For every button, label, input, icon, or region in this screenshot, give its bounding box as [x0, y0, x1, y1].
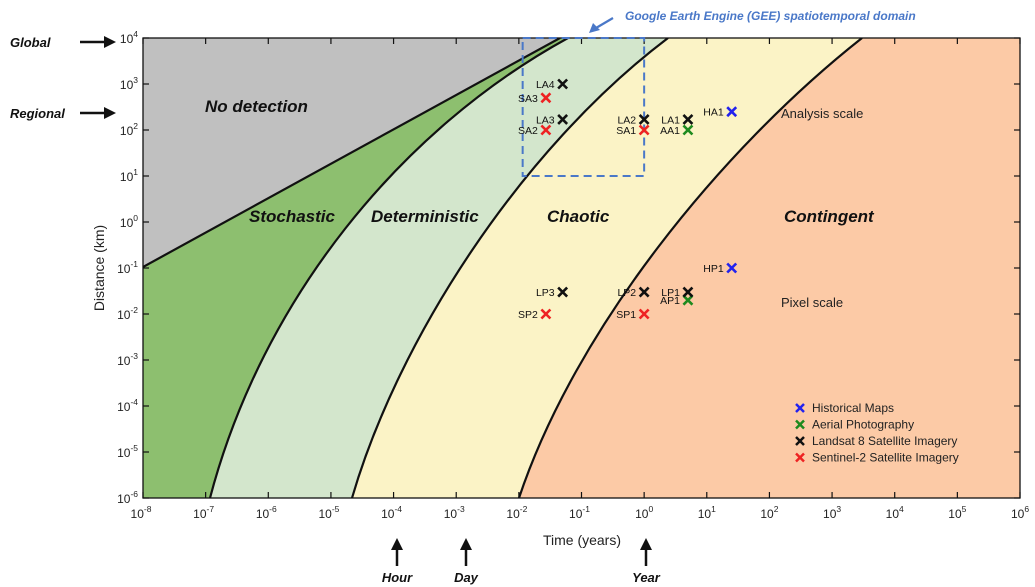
y-tick-label: 10-4 — [117, 397, 138, 414]
x-tick-label: 103 — [823, 504, 841, 521]
y-tick-label: 10-2 — [117, 305, 138, 322]
gee-domain-box — [521, 37, 646, 177]
x-tick-label: 106 — [1011, 504, 1029, 521]
point-lp2: LP2 — [617, 286, 650, 299]
y-tick-label: 102 — [120, 121, 138, 138]
x-tick-label: 10-8 — [131, 504, 152, 521]
analysis-scale-label: Analysis scale — [781, 106, 863, 121]
y-tick-label: 10-1 — [117, 259, 138, 276]
y-tick-label: 10-6 — [117, 489, 138, 506]
x-tick-label: 10-7 — [193, 504, 214, 521]
point-la3: LA3 — [536, 113, 569, 126]
point-ap1: AP1 — [660, 294, 694, 307]
y-tick-label: 100 — [120, 213, 138, 230]
y-tick-label: 10-3 — [117, 351, 138, 368]
pixel-scale-label: Pixel scale — [781, 295, 843, 310]
y-tick-label: 10-5 — [117, 443, 138, 460]
point-label: LA1 — [661, 114, 680, 126]
x-axis-label: Time (years) — [543, 532, 621, 548]
point-label: SA1 — [616, 125, 636, 137]
boundary-line-1 — [143, 38, 561, 268]
legend-item: Aerial Photography — [795, 418, 914, 432]
label-contingent: Contingent — [784, 207, 875, 226]
boundary-line-4 — [517, 38, 863, 498]
x-tick-label: 100 — [635, 504, 653, 521]
x-tick-label: 105 — [948, 504, 966, 521]
day-marker: Day — [454, 538, 479, 585]
point-sa3: SA3 — [518, 92, 552, 105]
point-label: LP2 — [617, 287, 636, 299]
gee-domain-label: Google Earth Engine (GEE) spatiotemporal… — [625, 9, 916, 23]
y-axis-label: Distance (km) — [91, 225, 107, 311]
point-label: AA1 — [660, 125, 680, 137]
regional-marker-label: Regional — [10, 106, 65, 121]
x-tick-label: 10-6 — [256, 504, 277, 521]
point-label: HA1 — [703, 107, 724, 119]
legend-item: Landsat 8 Satellite Imagery — [795, 434, 957, 448]
point-label: LA4 — [536, 79, 555, 91]
point-label: LP1 — [661, 287, 680, 299]
point-sp2: SP2 — [518, 308, 552, 321]
x-tick-label: 10-2 — [506, 504, 527, 521]
boundary-line-3 — [350, 38, 669, 498]
y-tick-label: 104 — [120, 29, 138, 46]
legend-label: Historical Maps — [812, 401, 894, 415]
x-tick-label: 101 — [698, 504, 716, 521]
point-la2: LA2 — [617, 113, 650, 126]
boundary-line-2 — [208, 38, 569, 498]
x-tick-label: 102 — [760, 504, 778, 521]
point-label: SP1 — [616, 309, 636, 321]
axis-ticks: 10-8 10-7 10-6 10-5 10-4 10-3 10-2 10-1 100 101 10… — [117, 29, 1029, 521]
data-points: HA1 HP1 AA1 AP1 LA4 LA3 LA2 LA1 LP3 LP2 LP1 SA3 SA2 S… — [518, 78, 738, 321]
regime-boundaries — [143, 38, 863, 498]
label-no-detection: No detection — [205, 97, 308, 116]
legend-item: Sentinel-2 Satellite Imagery — [795, 451, 959, 465]
hour-marker: Hour — [382, 538, 413, 585]
point-sa1: SA1 — [616, 124, 650, 137]
x-tick-label: 10-3 — [444, 504, 465, 521]
label-stochastic: Stochastic — [249, 207, 336, 226]
year-marker: Year — [632, 538, 661, 585]
point-lp3: LP3 — [536, 286, 569, 299]
y-tick-label: 101 — [120, 167, 138, 184]
x-tick-label: 104 — [886, 504, 904, 521]
y-tick-label: 103 — [120, 75, 138, 92]
point-label: SA3 — [518, 93, 538, 105]
point-label: HP1 — [703, 263, 724, 275]
year-marker-label: Year — [632, 570, 661, 585]
x-tick-label: 10-1 — [569, 504, 590, 521]
point-la4: LA4 — [536, 78, 569, 91]
point-la1: LA1 — [661, 113, 694, 126]
global-marker-label: Global — [10, 35, 51, 50]
x-tick-label: 10-4 — [381, 504, 402, 521]
global-marker: Global — [10, 35, 116, 50]
legend-label: Landsat 8 Satellite Imagery — [812, 434, 957, 448]
label-chaotic: Chaotic — [547, 207, 610, 226]
day-marker-label: Day — [454, 570, 479, 585]
label-deterministic: Deterministic — [371, 207, 479, 226]
legend-label: Sentinel-2 Satellite Imagery — [812, 451, 959, 465]
point-label: LP3 — [536, 287, 555, 299]
point-aa1: AA1 — [660, 124, 694, 137]
regional-marker: Regional — [10, 106, 116, 121]
point-label: LA3 — [536, 114, 555, 126]
point-sp1: SP1 — [616, 308, 650, 321]
x-tick-label: 10-5 — [318, 504, 339, 521]
point-label: SP2 — [518, 309, 538, 321]
point-sa2: SA2 — [518, 124, 552, 137]
legend-label: Aerial Photography — [812, 418, 914, 432]
point-ha1: HA1 — [703, 106, 738, 119]
point-lp1: LP1 — [661, 286, 694, 299]
legend-item: Historical Maps — [795, 401, 894, 415]
chart-legend: Historical Maps Aerial Photography Landsat… — [795, 401, 959, 465]
point-hp1: HP1 — [703, 262, 738, 275]
point-label: SA2 — [518, 125, 538, 137]
point-label: AP1 — [660, 295, 680, 307]
gee-callout: Google Earth Engine (GEE) spatiotemporal… — [589, 9, 916, 33]
hour-marker-label: Hour — [382, 570, 413, 585]
point-label: LA2 — [617, 114, 636, 126]
